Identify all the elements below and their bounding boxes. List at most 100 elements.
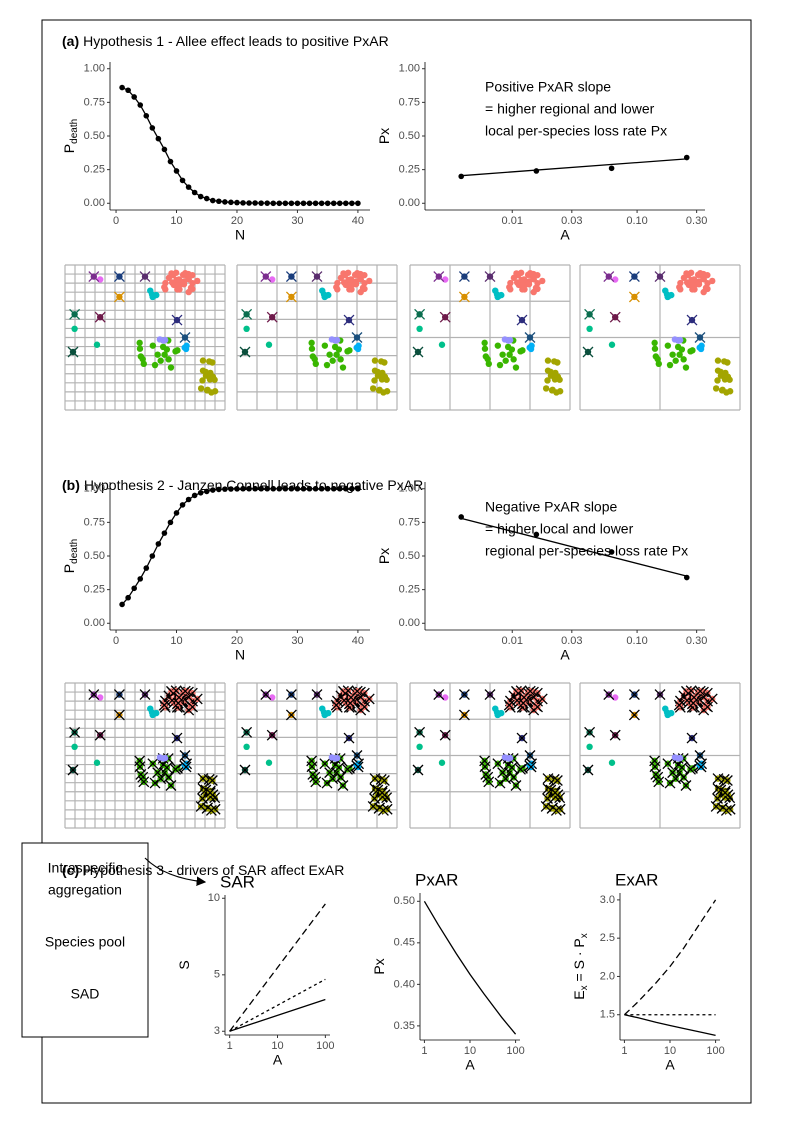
map-death-cross [542, 793, 553, 804]
y-tick-label: 0.35 [394, 1020, 415, 1032]
map-death-cross [351, 332, 363, 343]
line [461, 158, 687, 177]
map-individual [499, 351, 506, 358]
map-death-cross [205, 804, 217, 816]
point [336, 485, 343, 492]
x-tick-label: 0.03 [561, 215, 582, 227]
map-death-cross [260, 689, 272, 701]
map-death-cross [506, 762, 518, 773]
map-individual [160, 755, 167, 762]
map-death-cross [458, 709, 470, 721]
map-individual [168, 279, 176, 286]
x-tick-label: 0.30 [686, 215, 707, 227]
map-individual [723, 389, 730, 396]
point [191, 492, 198, 499]
map-death-cross [113, 689, 125, 701]
map-individual [208, 389, 215, 396]
point [282, 200, 289, 207]
map-individual [319, 705, 326, 712]
panel-label: (c) [62, 862, 79, 878]
map-death-cross [152, 767, 164, 779]
map-death-cross [685, 685, 697, 697]
point [167, 158, 174, 165]
map-individual [664, 342, 672, 349]
point [288, 200, 295, 207]
map-death-cross [333, 762, 345, 773]
y-axis-label-part: E [571, 990, 587, 999]
map-individual [243, 743, 250, 750]
map-individual [675, 755, 682, 762]
map-death-cross [165, 780, 177, 791]
map-individual [333, 283, 340, 291]
map-death-cross [342, 763, 353, 775]
map-death-cross [266, 729, 278, 741]
map-death-cross [376, 787, 388, 799]
point [167, 519, 174, 526]
map-death-cross [345, 691, 357, 703]
map-individual [721, 371, 729, 378]
y-axis-label: Pdeath [61, 539, 80, 573]
y-tick-label: 0.45 [394, 937, 415, 949]
panel-text: Hypothesis 3 - drivers of SAR affect ExA… [83, 862, 344, 878]
y-axis-label-part: P [571, 938, 587, 947]
map-individual [185, 276, 192, 283]
map-death-cross [628, 689, 640, 701]
y-tick-label: 0.75 [399, 96, 420, 108]
x-axis-label: A [560, 227, 570, 243]
map-individual [147, 705, 154, 712]
point [300, 485, 307, 492]
map-death-cross [676, 762, 688, 773]
map-death-cross [706, 693, 718, 705]
map-death-cross [147, 758, 159, 770]
point [270, 200, 277, 207]
map-individual [371, 377, 378, 384]
map-death-cross [139, 689, 151, 701]
x-tick-label: 20 [231, 635, 243, 647]
map-individual [527, 269, 534, 277]
x-tick-label: 10 [664, 1045, 676, 1057]
point [149, 553, 156, 559]
point [119, 601, 125, 608]
map-individual [344, 269, 352, 276]
x-tick-label: 0.10 [626, 635, 647, 647]
map-individual [309, 353, 317, 360]
map-individual [700, 276, 707, 283]
map-individual [485, 360, 492, 368]
map-death-cross [179, 332, 191, 343]
figure-frame [41, 19, 752, 1104]
y-tick-label: 0.50 [394, 895, 415, 907]
map-individual [652, 353, 660, 360]
y-axis-label-part: S [176, 960, 192, 969]
map-death-cross [204, 787, 216, 799]
map-individual [492, 287, 499, 294]
map-individual [340, 279, 348, 286]
y-tick-label: 0.75 [84, 516, 105, 528]
map-individual [172, 348, 179, 355]
point [324, 485, 331, 492]
map-individual [680, 356, 687, 363]
x-axis-label: A [465, 1057, 475, 1073]
y-tick-label: 0.00 [84, 197, 105, 209]
point [222, 199, 228, 205]
map-death-cross [377, 804, 389, 816]
map-individual [666, 361, 674, 369]
map-death-cross [311, 271, 323, 283]
map-individual [709, 277, 716, 285]
point [125, 594, 131, 601]
point [222, 486, 228, 492]
map-individual [189, 285, 196, 293]
line [229, 978, 326, 1032]
map-death-cross [654, 689, 666, 701]
map-death-cross [667, 767, 679, 779]
map-death-cross [187, 701, 198, 713]
map-individual [137, 353, 145, 360]
point [179, 502, 186, 508]
point [683, 154, 690, 161]
y-tick-label: 0.00 [399, 197, 420, 209]
point [240, 200, 246, 206]
map-death-cross [720, 804, 732, 816]
map-individual [175, 281, 182, 289]
map-individual [498, 291, 505, 299]
y-tick-label: 5 [214, 969, 220, 981]
